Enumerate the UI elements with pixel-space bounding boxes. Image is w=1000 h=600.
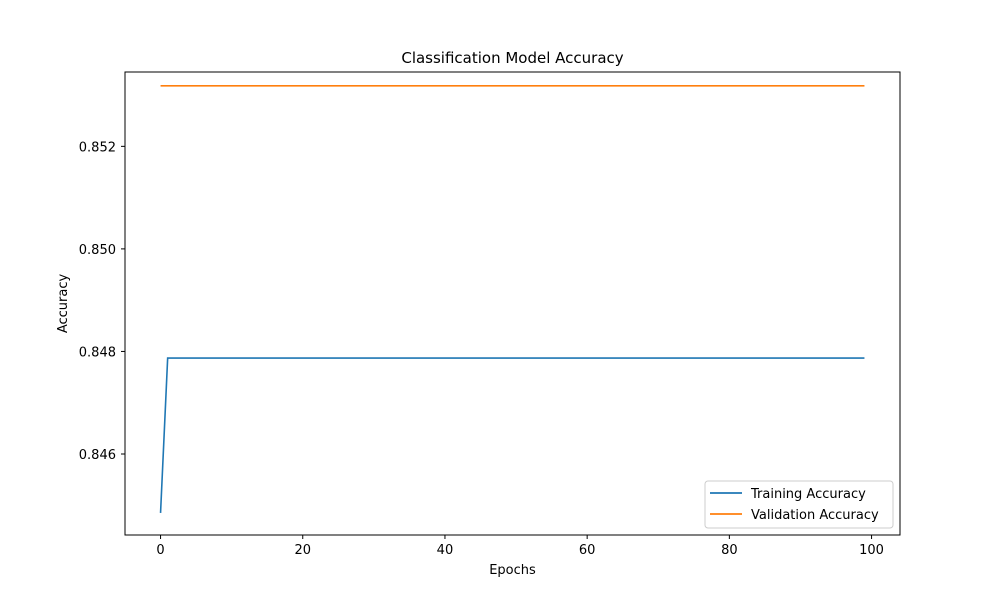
series-line-training (159, 357, 865, 513)
y-axis-ticks: 0.846 0.848 0.850 0.852 (79, 140, 125, 463)
y-tick-label: 0.850 (79, 243, 116, 258)
legend: Training Accuracy Validation Accuracy (704, 480, 894, 529)
legend-label-validation: Validation Accuracy (751, 508, 879, 523)
x-axis-ticks: 0 20 40 60 80 100 (156, 535, 884, 558)
x-tick-label: 20 (294, 543, 311, 558)
x-tick-label: 40 (437, 543, 454, 558)
y-tick-label: 0.848 (79, 345, 116, 360)
x-tick-label: 100 (859, 543, 884, 558)
legend-box (704, 480, 894, 529)
x-tick-label: 0 (156, 543, 164, 558)
x-axis-label: Epochs (489, 563, 536, 578)
y-tick-label: 0.852 (79, 140, 116, 155)
x-tick-label: 60 (579, 543, 596, 558)
y-tick-label: 0.846 (79, 448, 116, 463)
y-axis-label: Accuracy (56, 274, 71, 334)
x-tick-label: 80 (721, 543, 738, 558)
legend-label-training: Training Accuracy (750, 487, 866, 502)
plot-frame (124, 71, 901, 536)
series-layer (159, 85, 865, 513)
chart-title: Classification Model Accuracy (401, 49, 623, 67)
